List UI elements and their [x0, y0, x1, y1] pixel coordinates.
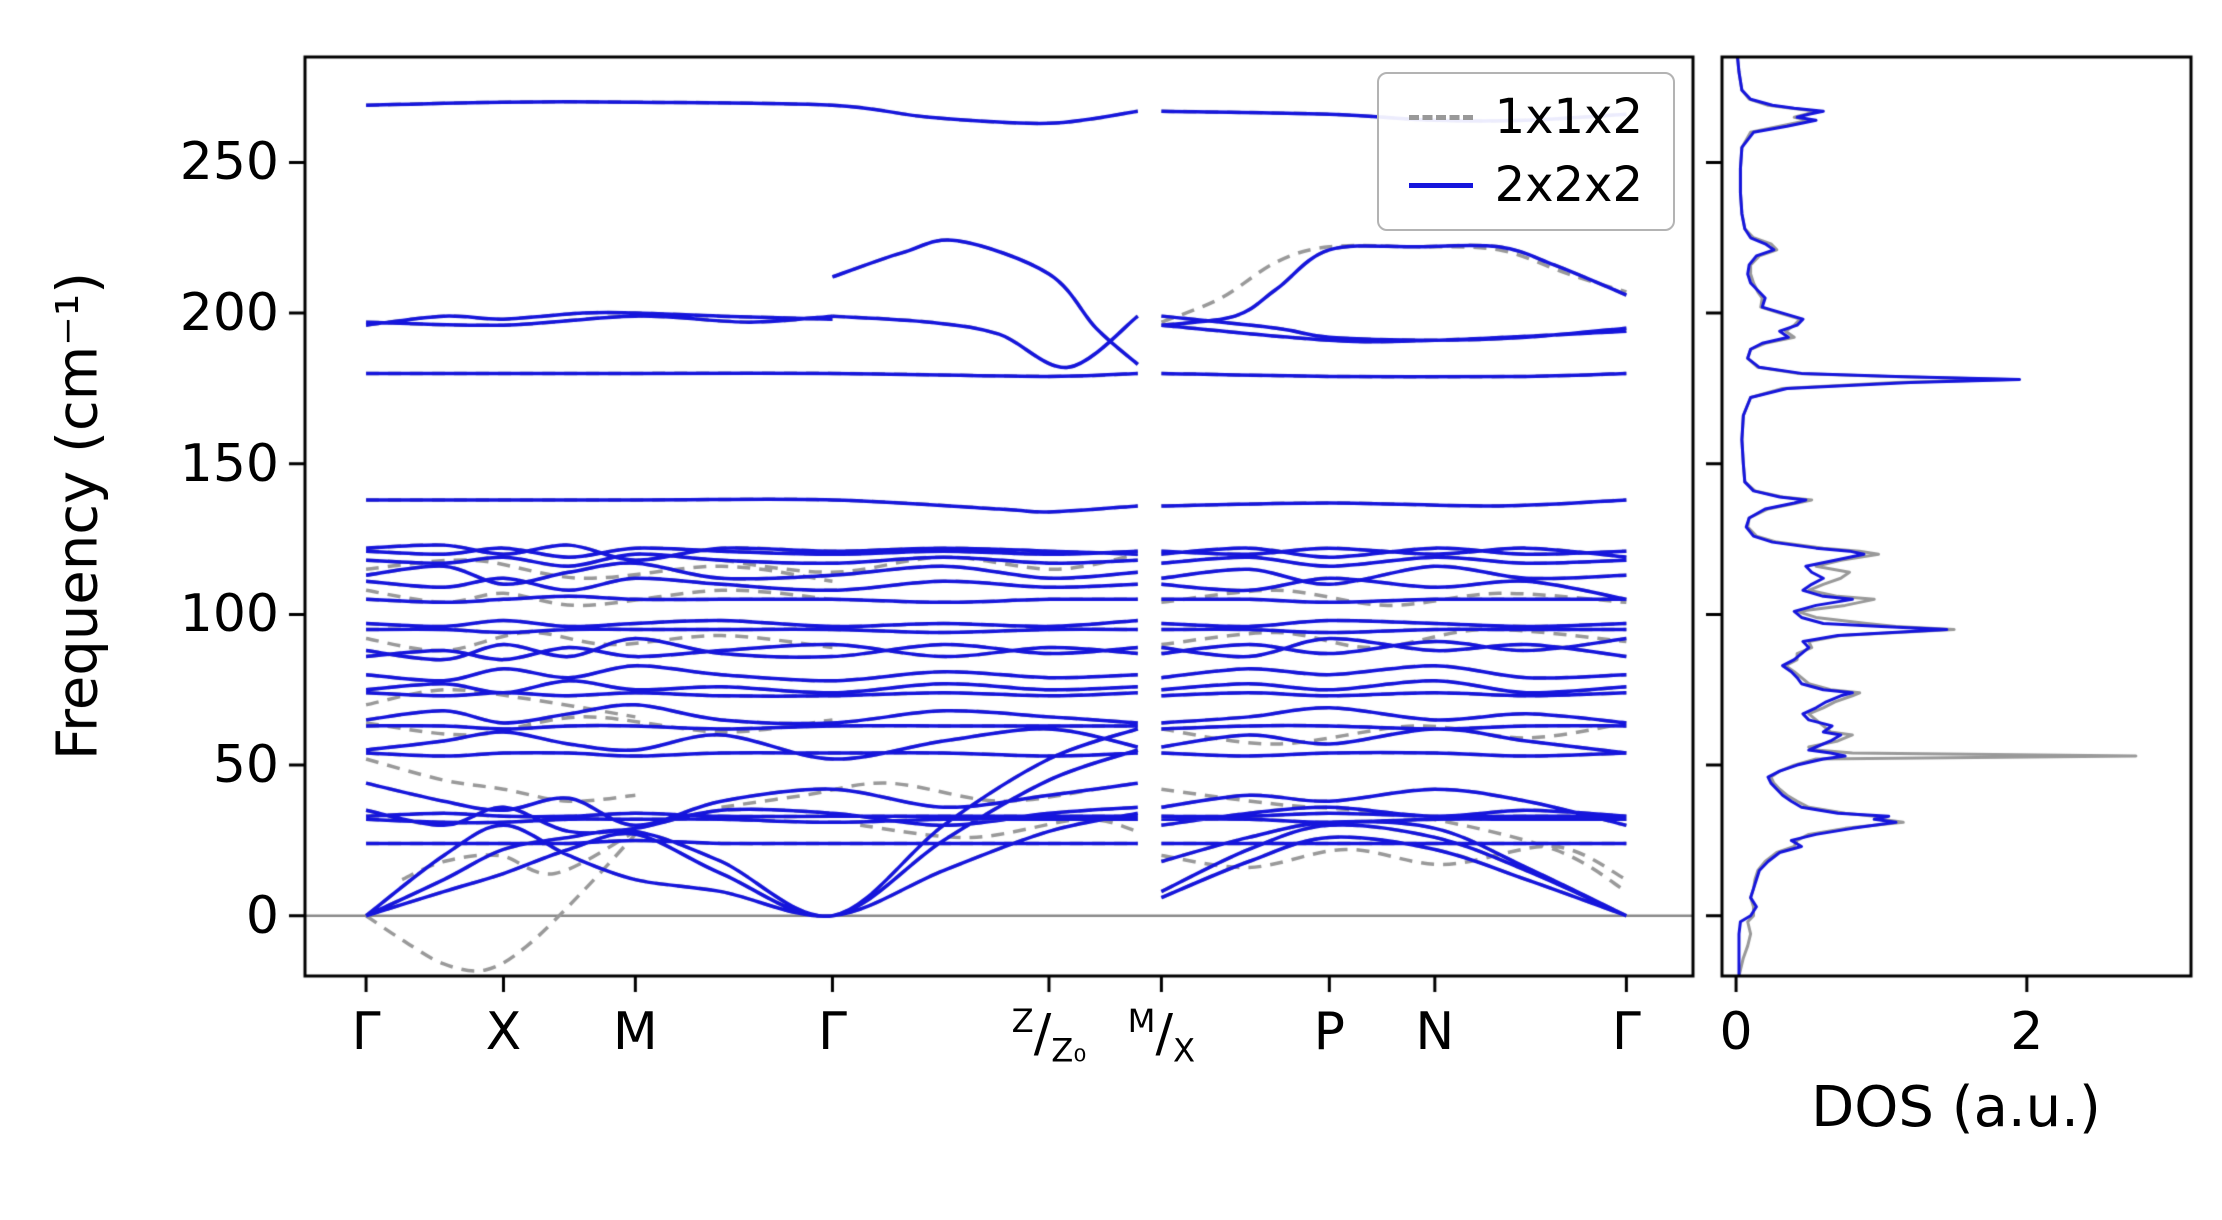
x-tick-label: Γ — [817, 1002, 847, 1062]
dos-axis-label: DOS (a.u.) — [1811, 1075, 2101, 1140]
x-tick-label: Γ — [351, 1002, 381, 1062]
legend-item-2x2x2: 2x2x2 — [1408, 157, 1643, 214]
x-tick-label: M/X — [1127, 1002, 1196, 1070]
y-tick-label: 150 — [179, 433, 279, 494]
legend-label: 1x1x2 — [1494, 89, 1643, 145]
y-tick-label: 0 — [245, 885, 279, 946]
x-tick-label: Γ — [1611, 1002, 1641, 1062]
y-tick-label: 250 — [179, 132, 279, 193]
y-tick-label: 50 — [212, 735, 279, 796]
solid-line-sample-icon — [1408, 183, 1473, 189]
x-tick-label: M — [612, 1002, 658, 1062]
dos-x-tick-label: 2 — [2010, 1002, 2044, 1062]
x-tick-label: X — [485, 1002, 522, 1062]
x-tick-label: Z/Z₀ — [1011, 1002, 1087, 1070]
x-tick-label: N — [1415, 1002, 1455, 1062]
legend: 1x1x2 2x2x2 — [1376, 72, 1675, 231]
legend-item-1x1x2: 1x1x2 — [1408, 89, 1643, 145]
y-tick-label: 100 — [179, 584, 279, 645]
dashed-line-sample-icon — [1408, 114, 1473, 120]
y-tick-label: 200 — [179, 283, 279, 344]
y-axis-label: Frequency (cm⁻¹) — [45, 271, 111, 761]
legend-label: 2x2x2 — [1494, 157, 1643, 214]
dos-x-tick-label: 0 — [1719, 1002, 1753, 1062]
x-tick-label: P — [1313, 1002, 1346, 1062]
